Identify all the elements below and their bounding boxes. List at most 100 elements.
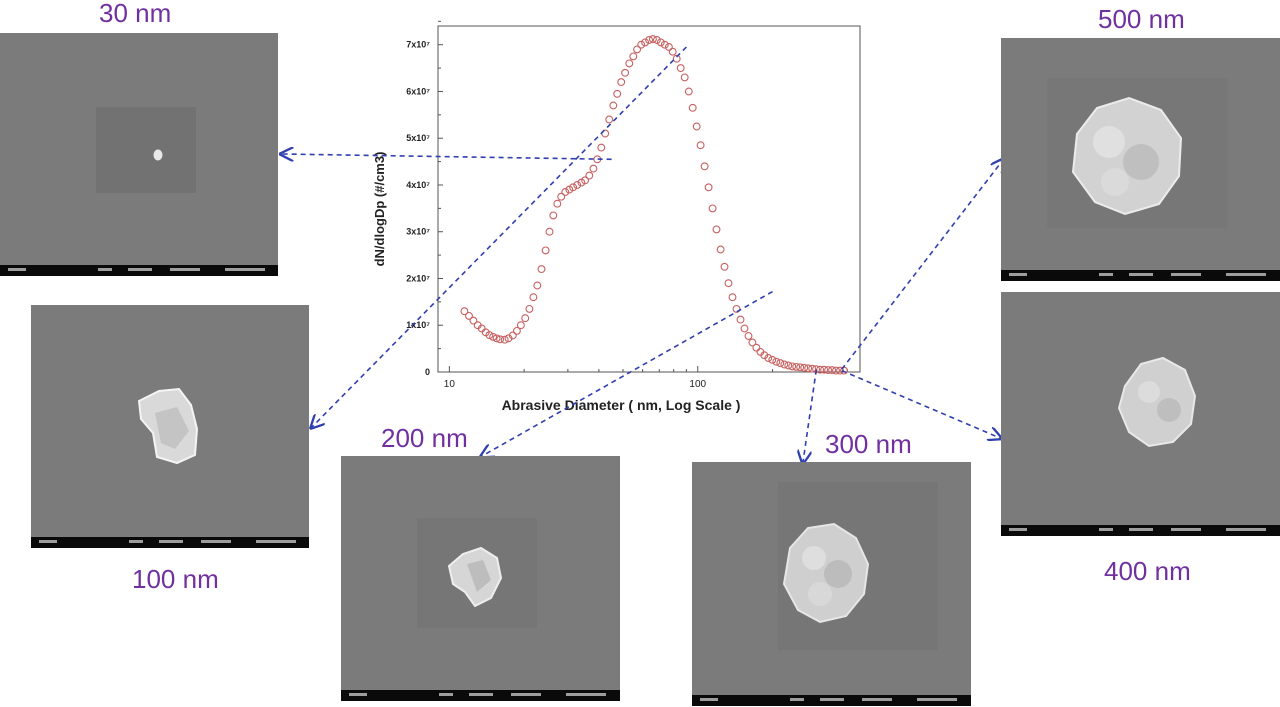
data-point xyxy=(533,281,542,290)
data-point xyxy=(788,362,797,371)
label-500nm: 500 nm xyxy=(1098,4,1185,34)
y-tick-label: 1x10⁷ xyxy=(406,320,430,330)
data-point xyxy=(664,43,673,51)
x-axis-label: Abrasive Diameter ( nm, Log Scale ) xyxy=(502,397,741,413)
data-point xyxy=(492,334,501,343)
data-point xyxy=(633,45,642,54)
y-tick-label: 0 xyxy=(425,367,430,377)
data-point xyxy=(508,331,517,340)
y-tick-label: 4x10⁷ xyxy=(406,180,430,190)
sem-image-200nm xyxy=(341,456,620,701)
data-point xyxy=(696,141,705,150)
data-point xyxy=(692,122,701,131)
pointer-arrow xyxy=(841,160,1003,370)
data-point xyxy=(656,38,665,47)
data-point xyxy=(688,103,697,112)
pointer-arrow xyxy=(282,154,612,159)
data-point xyxy=(613,89,622,98)
sem-image-400nm xyxy=(1001,292,1280,536)
data-point xyxy=(772,357,781,366)
pointer-arrow xyxy=(312,46,687,427)
data-point xyxy=(684,87,693,96)
data-point xyxy=(529,293,538,302)
data-point xyxy=(645,36,654,44)
sem-image-500nm xyxy=(1001,38,1280,281)
data-point xyxy=(796,363,805,372)
data-point xyxy=(672,54,681,63)
y-tick-label: 2x10⁷ xyxy=(406,273,430,283)
data-point xyxy=(732,304,741,313)
data-point xyxy=(720,262,729,271)
data-point xyxy=(776,359,785,368)
label-100nm: 100 nm xyxy=(132,564,219,594)
pointer-arrow xyxy=(841,369,1000,438)
y-tick-label: 7x10⁷ xyxy=(406,40,430,50)
data-point xyxy=(585,171,594,180)
data-point xyxy=(549,211,558,220)
data-point xyxy=(784,361,793,370)
data-point xyxy=(637,40,646,49)
y-tick-label: 5x10⁷ xyxy=(406,133,430,143)
y-axis-label: dN/dlogDp (#/cm3) xyxy=(372,152,387,267)
sem-info-bar xyxy=(341,690,620,701)
data-point xyxy=(512,326,521,335)
data-point xyxy=(545,227,554,236)
data-point xyxy=(609,101,618,110)
particle-500nm xyxy=(1071,96,1183,216)
data-point xyxy=(704,183,713,192)
data-point xyxy=(500,335,509,344)
data-point xyxy=(625,59,634,68)
pointer-arrow xyxy=(482,290,773,456)
plot-frame xyxy=(437,25,861,373)
data-point xyxy=(736,315,745,324)
data-point xyxy=(652,36,661,44)
data-point xyxy=(496,335,505,344)
data-point xyxy=(764,354,773,362)
sem-info-bar xyxy=(1001,525,1280,536)
label-300nm: 300 nm xyxy=(825,429,912,459)
data-point xyxy=(712,225,721,234)
data-point xyxy=(660,40,669,49)
data-point xyxy=(629,52,638,61)
y-tick-label: 6x10⁷ xyxy=(406,86,430,96)
particle-30nm xyxy=(153,149,163,161)
label-400nm: 400 nm xyxy=(1104,556,1191,586)
data-point xyxy=(485,331,494,340)
data-point xyxy=(816,365,825,374)
data-point xyxy=(728,293,737,302)
data-point xyxy=(516,321,525,330)
data-point xyxy=(748,338,757,347)
data-point xyxy=(724,279,733,288)
data-point xyxy=(760,351,769,360)
x-tick-label: 100 xyxy=(689,379,706,390)
pointer-arrow xyxy=(803,369,818,462)
label-30nm: 30 nm xyxy=(99,0,172,28)
data-point xyxy=(832,366,840,375)
data-point xyxy=(668,47,677,56)
data-point xyxy=(541,246,550,255)
data-point xyxy=(597,143,606,152)
data-point xyxy=(700,162,709,171)
data-point xyxy=(465,311,473,320)
data-point xyxy=(617,78,626,87)
data-point xyxy=(676,64,685,73)
data-point xyxy=(469,316,478,325)
sem-info-bar xyxy=(692,695,971,706)
data-point xyxy=(460,307,469,316)
data-point xyxy=(824,366,833,375)
data-point xyxy=(573,181,582,189)
data-point xyxy=(680,73,689,82)
data-point xyxy=(828,366,837,375)
sem-info-bar xyxy=(0,265,278,276)
data-point xyxy=(621,68,630,77)
data-point xyxy=(521,314,530,323)
data-point xyxy=(641,38,650,47)
sem-info-bar xyxy=(1001,270,1280,281)
particle-400nm xyxy=(1117,356,1197,448)
data-point xyxy=(752,343,761,352)
data-point xyxy=(525,304,534,313)
data-point xyxy=(740,324,749,333)
data-point xyxy=(489,332,498,341)
data-point xyxy=(561,188,570,196)
